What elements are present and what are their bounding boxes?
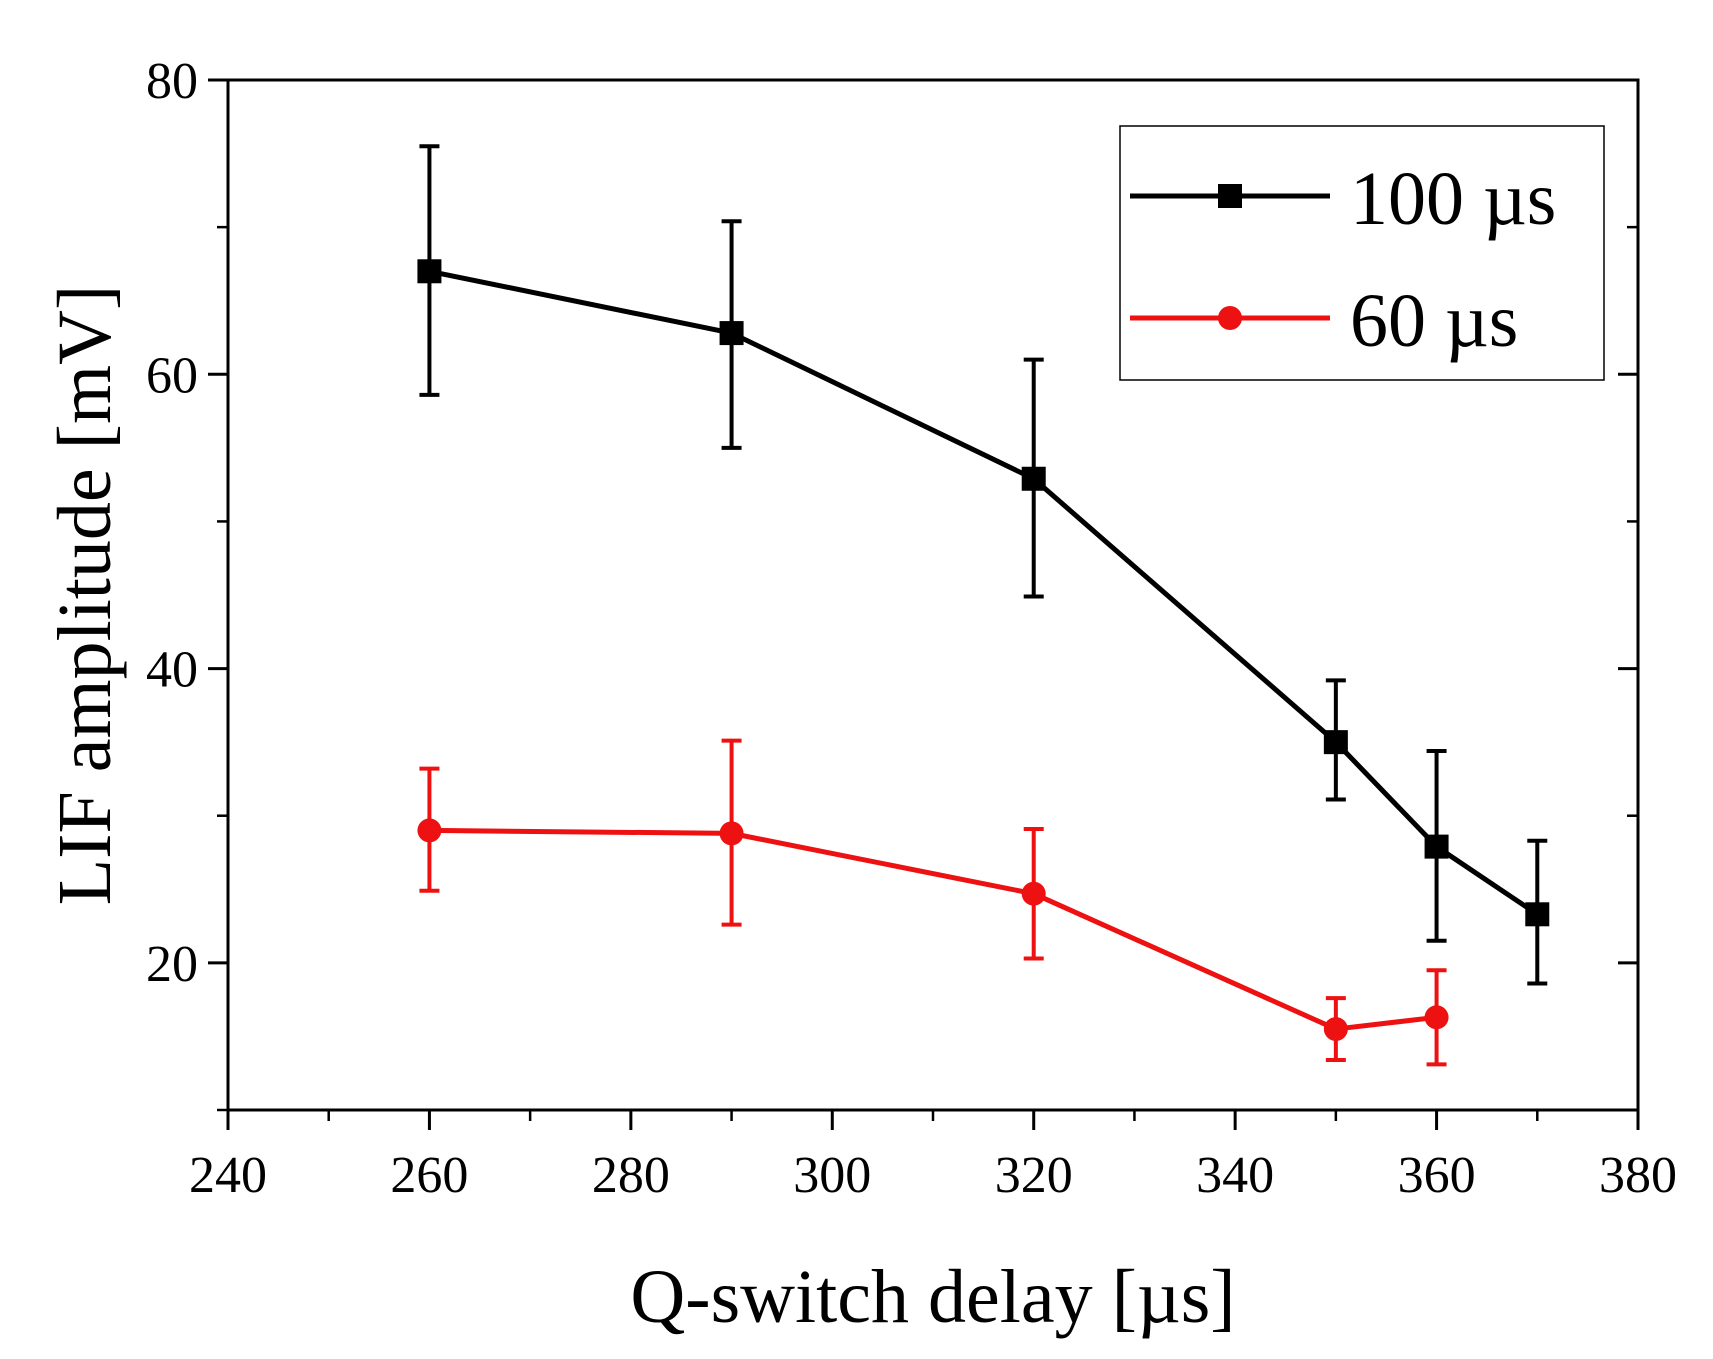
x-tick-label-320: 320	[995, 1147, 1073, 1204]
y-tick-label-40: 40	[146, 642, 198, 699]
data-point-60s	[417, 818, 442, 843]
series-layer	[417, 144, 1550, 1067]
legend-frame	[1119, 125, 1605, 381]
axis-layer: 240 260 280 300 320 340 360 380 20 40 60 80	[146, 53, 1677, 1204]
data-point-60s	[719, 821, 744, 846]
y-tick-label-60: 60	[146, 347, 198, 404]
x-tick-label-300: 300	[793, 1147, 871, 1204]
legend: 100 µs 60 µs	[1119, 125, 1605, 381]
y-tick-label-80: 80	[146, 53, 198, 110]
y-axis-title: LIF amplitude [mV]	[43, 285, 127, 906]
data-point-60s	[1323, 1017, 1348, 1042]
legend-label-100us: 100 µs	[1350, 157, 1556, 241]
x-tick-label-380: 380	[1599, 1147, 1677, 1204]
data-point-100s	[1323, 730, 1348, 755]
x-axis-title: Q-switch delay [µs]	[630, 1255, 1235, 1339]
x-tick-label-280: 280	[592, 1147, 670, 1204]
x-tick-label-240: 240	[189, 1147, 267, 1204]
y-tick-label-20: 20	[146, 936, 198, 993]
x-tick-label-340: 340	[1196, 1147, 1274, 1204]
data-point-100s	[1424, 834, 1449, 859]
legend-marker-100us	[1218, 184, 1242, 208]
data-point-100s	[417, 259, 442, 284]
data-point-100s	[1525, 902, 1550, 927]
data-point-100s	[719, 321, 744, 346]
x-tick-label-260: 260	[390, 1147, 468, 1204]
x-tick-label-360: 360	[1398, 1147, 1476, 1204]
data-point-60s	[1424, 1005, 1449, 1030]
data-point-100s	[1021, 466, 1046, 491]
series-line-60s	[429, 827, 1437, 1032]
data-point-60s	[1021, 881, 1046, 906]
legend-label-60us: 60 µs	[1350, 279, 1518, 363]
legend-marker-60us	[1218, 306, 1242, 330]
series-line-100s	[428, 268, 1539, 917]
